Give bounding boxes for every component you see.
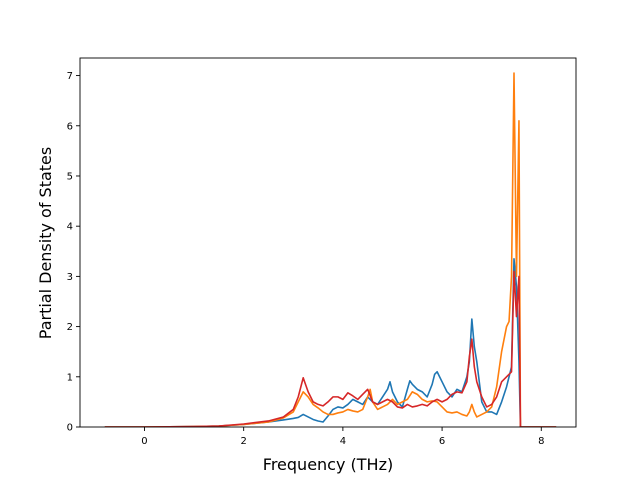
- x-tick-label: 4: [340, 436, 346, 447]
- y-axis-ticks: 0 1 2 3 4 5 6 7: [67, 71, 80, 434]
- y-axis-label: Partial Density of States: [36, 147, 55, 339]
- x-tick-label: 2: [240, 436, 246, 447]
- x-axis-ticks: 0 2 4 6 8: [141, 427, 544, 447]
- series-line-2: [104, 72, 557, 427]
- series-group: [104, 72, 557, 427]
- y-tick-label: 5: [67, 171, 73, 182]
- y-tick-label: 7: [67, 71, 73, 82]
- y-tick-label: 3: [67, 272, 73, 283]
- series-line-1: [104, 258, 557, 427]
- x-tick-label: 0: [141, 436, 147, 447]
- x-axis-label: Frequency (THz): [263, 455, 393, 474]
- y-tick-label: 4: [67, 222, 73, 233]
- x-tick-label: 6: [439, 436, 445, 447]
- series-line-3: [104, 270, 557, 427]
- y-tick-label: 2: [67, 322, 73, 333]
- axes-frame: [79, 57, 577, 428]
- y-tick-label: 6: [67, 121, 73, 132]
- y-tick-label: 1: [67, 372, 73, 383]
- plot-area: [79, 57, 577, 428]
- y-tick-label: 0: [67, 423, 73, 434]
- x-tick-label: 8: [538, 436, 544, 447]
